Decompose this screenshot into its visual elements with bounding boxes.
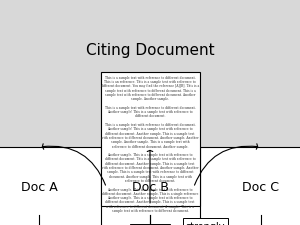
Text: Doc C: Doc C bbox=[242, 180, 280, 193]
Text: strongly
related: strongly related bbox=[186, 221, 225, 225]
Text: This is a sample text with reference to different document.
This is an reference: This is a sample text with reference to … bbox=[101, 75, 199, 212]
Bar bbox=[0, 147, 300, 225]
Text: Doc A: Doc A bbox=[21, 180, 57, 193]
Bar bbox=[0, 0, 300, 147]
Text: Citing Document: Citing Document bbox=[86, 43, 214, 57]
FancyBboxPatch shape bbox=[100, 73, 200, 206]
Text: Doc B: Doc B bbox=[132, 180, 168, 193]
